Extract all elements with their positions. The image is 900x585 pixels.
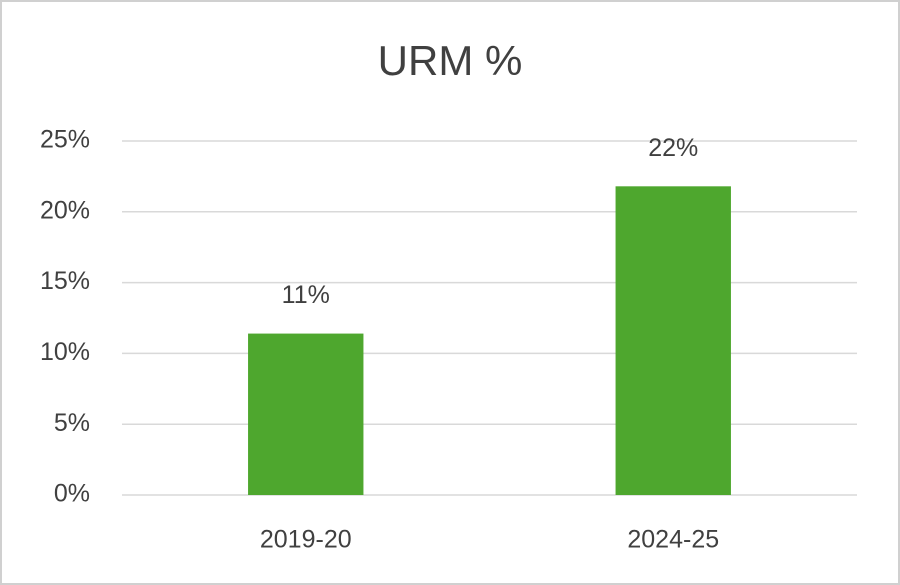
y-tick-label: 20% — [40, 196, 90, 224]
chart-title: URM % — [378, 37, 523, 84]
value-label: 11% — [282, 281, 330, 309]
bar — [248, 333, 364, 495]
bar — [615, 186, 731, 495]
y-tick-label: 10% — [40, 338, 90, 366]
x-tick-label: 2019-20 — [260, 526, 352, 554]
value-label: 22% — [648, 134, 698, 162]
y-tick-label: 0% — [54, 480, 90, 508]
y-tick-label: 25% — [40, 126, 90, 154]
x-tick-label: 2024-25 — [627, 526, 719, 554]
y-tick-label: 15% — [40, 267, 90, 295]
y-tick-label: 5% — [54, 409, 90, 437]
